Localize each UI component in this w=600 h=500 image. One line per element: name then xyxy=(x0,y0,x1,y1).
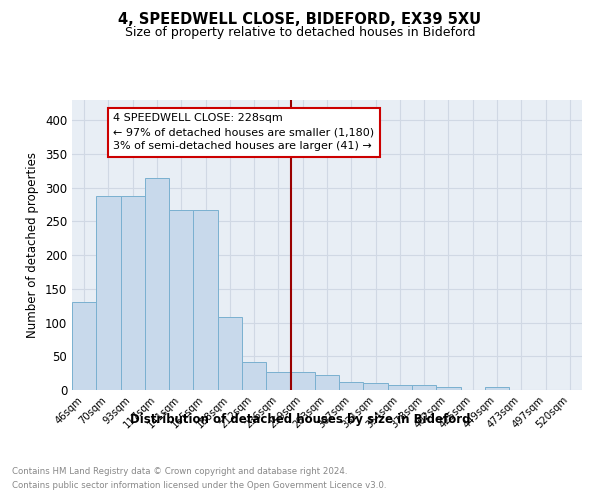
Bar xyxy=(169,210,193,390)
Bar xyxy=(218,317,242,390)
Bar xyxy=(96,196,121,390)
Bar xyxy=(485,386,509,390)
Bar xyxy=(436,388,461,390)
Bar xyxy=(266,372,290,390)
Bar xyxy=(193,210,218,390)
Bar xyxy=(339,382,364,390)
Bar xyxy=(364,384,388,390)
Bar xyxy=(145,178,169,390)
Text: Contains public sector information licensed under the Open Government Licence v3: Contains public sector information licen… xyxy=(12,481,386,490)
Text: Distribution of detached houses by size in Bideford: Distribution of detached houses by size … xyxy=(130,412,470,426)
Bar xyxy=(72,302,96,390)
Text: Size of property relative to detached houses in Bideford: Size of property relative to detached ho… xyxy=(125,26,475,39)
Y-axis label: Number of detached properties: Number of detached properties xyxy=(26,152,40,338)
Text: Contains HM Land Registry data © Crown copyright and database right 2024.: Contains HM Land Registry data © Crown c… xyxy=(12,468,347,476)
Text: 4 SPEEDWELL CLOSE: 228sqm
← 97% of detached houses are smaller (1,180)
3% of sem: 4 SPEEDWELL CLOSE: 228sqm ← 97% of detac… xyxy=(113,114,374,152)
Bar xyxy=(242,362,266,390)
Bar xyxy=(388,384,412,390)
Text: 4, SPEEDWELL CLOSE, BIDEFORD, EX39 5XU: 4, SPEEDWELL CLOSE, BIDEFORD, EX39 5XU xyxy=(118,12,482,28)
Bar xyxy=(315,375,339,390)
Bar xyxy=(412,384,436,390)
Bar xyxy=(290,372,315,390)
Bar xyxy=(121,196,145,390)
